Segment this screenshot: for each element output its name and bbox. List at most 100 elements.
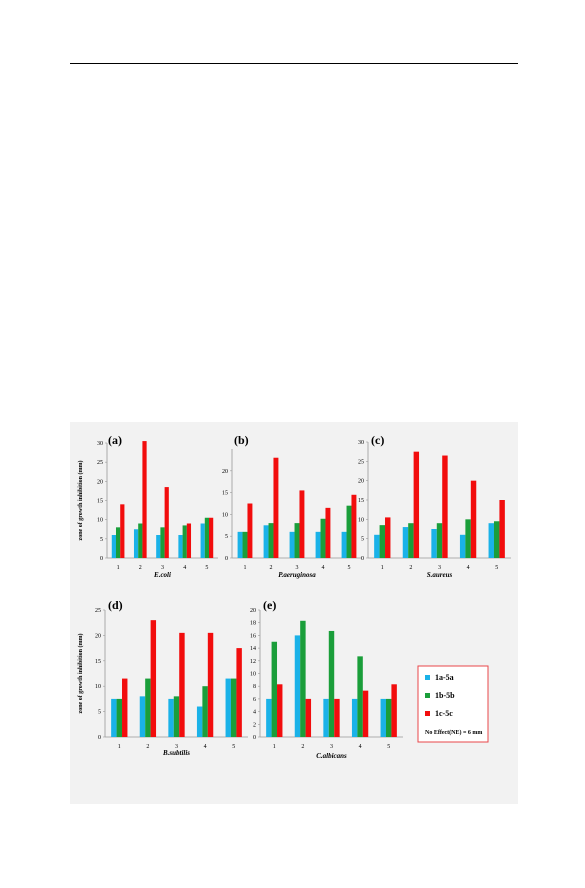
x-tick-label: 3 <box>161 565 164 571</box>
x-tick-label: 1 <box>244 565 247 571</box>
x-tick-label: 3 <box>438 565 441 571</box>
chart-panel-3: 0 5 10 15 20 25 30 1 2 3 4 5 (c) S.aureus <box>358 433 511 579</box>
chart-panel-4: 0 5 10 15 20 25 1 2 3 4 5 (d) B.subtilis zone of grow… <box>77 598 248 757</box>
bar-1b-5b-1 <box>115 527 121 558</box>
legend-label-s2: 1b-5b <box>435 691 455 700</box>
bar-1c-5c-5 <box>209 517 214 558</box>
x-tick-label: 1 <box>117 565 120 571</box>
x-tick-label: 1 <box>273 744 276 750</box>
x-tick-label: 4 <box>467 565 470 571</box>
y-tick-label: 0 <box>100 556 103 562</box>
bar-1b-5b-4 <box>320 518 326 558</box>
y-tick-label: 10 <box>97 518 103 524</box>
bar-1a-5a-5 <box>225 678 231 737</box>
bar-1a-5a-2 <box>263 525 269 558</box>
bar-1b-5b-2 <box>145 678 151 737</box>
x-tick-label: 4 <box>359 744 362 750</box>
bar-1a-5a-4 <box>351 698 358 737</box>
bar-1a-5a-4 <box>459 534 466 558</box>
bar-1a-5a-1 <box>237 531 243 558</box>
bar-1a-5a-4 <box>315 531 321 558</box>
bar-1b-5b-2 <box>268 523 274 558</box>
y-tick-label: 15 <box>358 498 364 504</box>
x-tick-label: 5 <box>495 565 498 571</box>
y-tick-label: 20 <box>97 479 103 485</box>
bar-1c-5c-2 <box>273 457 279 558</box>
bar-1c-5c-2 <box>413 451 420 558</box>
x-tick-label: 2 <box>270 565 273 571</box>
x-tick-label: 1 <box>381 565 384 571</box>
bar-1c-5c-4 <box>207 632 214 737</box>
header-rule <box>70 63 518 64</box>
bar-1b-5b-5 <box>204 517 210 558</box>
x-axis-label: E.coli <box>153 571 171 579</box>
bar-1a-5a-5 <box>200 523 205 558</box>
bar-1b-5b-3 <box>173 696 180 737</box>
x-tick-label: 2 <box>139 565 142 571</box>
bar-1a-5a-3 <box>156 535 161 558</box>
y-tick-label: 0 <box>361 556 364 562</box>
y-tick-label: 6 <box>253 697 256 703</box>
panel-label: (b) <box>234 433 249 447</box>
y-tick-label: 20 <box>250 608 256 614</box>
bar-1b-5b-4 <box>357 656 363 737</box>
x-axis-label: C.albicans <box>316 752 347 760</box>
y-tick-label: 15 <box>222 491 228 497</box>
bar-1a-5a-1 <box>111 535 116 558</box>
y-tick-label: 10 <box>95 684 101 690</box>
x-tick-label: 5 <box>232 744 235 750</box>
y-tick-label: 5 <box>225 534 228 540</box>
y-tick-label: 20 <box>222 469 228 475</box>
bar-1b-5b-4 <box>182 525 187 558</box>
bar-1c-5c-5 <box>351 494 357 558</box>
panel-label: (a) <box>108 433 122 447</box>
y-tick-label: 20 <box>358 479 364 485</box>
bar-1c-5c-1 <box>122 678 128 737</box>
y-tick-label: 14 <box>250 646 256 652</box>
bar-1c-5c-1 <box>247 503 253 558</box>
y-axis-label: zone of growth inhibition (mm) <box>77 461 84 541</box>
bar-1c-5c-3 <box>299 490 305 558</box>
panel-label: (e) <box>263 598 276 612</box>
bar-1b-5b-3 <box>160 527 165 558</box>
x-tick-label: 5 <box>348 565 351 571</box>
bar-1b-5b-3 <box>328 630 335 737</box>
bar-1a-5a-1 <box>111 698 117 737</box>
legend-label-s1: 1a-5a <box>435 673 454 682</box>
bar-1a-5a-3 <box>168 698 174 737</box>
y-tick-label: 5 <box>361 537 364 543</box>
bar-1b-5b-5 <box>230 678 237 737</box>
bar-1a-5a-5 <box>380 698 386 737</box>
y-tick-label: 30 <box>97 441 103 447</box>
x-tick-label: 5 <box>205 565 208 571</box>
bar-1c-5c-4 <box>325 507 331 558</box>
panel-label: (d) <box>108 598 123 612</box>
y-tick-label: 25 <box>95 608 101 614</box>
bar-1c-5c-5 <box>391 684 397 737</box>
y-tick-label: 0 <box>98 735 101 741</box>
bar-1a-5a-2 <box>294 635 301 737</box>
legend-label-s3: 1c-5c <box>435 709 453 718</box>
bar-1b-5b-1 <box>116 698 123 737</box>
x-tick-label: 3 <box>175 744 178 750</box>
y-tick-label: 10 <box>250 672 256 678</box>
legend-swatch-s3 <box>425 711 430 716</box>
bar-1b-5b-3 <box>294 523 300 558</box>
x-tick-label: 5 <box>387 744 390 750</box>
bar-1c-5c-3 <box>179 632 185 737</box>
bar-1a-5a-3 <box>323 698 329 737</box>
x-tick-label: 2 <box>409 565 412 571</box>
legend: 1a-5a 1b-5b 1c-5c No Effect(NE) = 6 mm <box>417 665 489 743</box>
bar-1c-5c-2 <box>150 620 157 737</box>
y-tick-label: 10 <box>358 517 364 523</box>
x-axis-label: P.aeruginosa <box>278 571 316 579</box>
y-tick-label: 16 <box>250 633 256 639</box>
chart-panel-2: 0 5 10 15 20 1 2 3 4 5 (b) P.aeruginosa <box>222 433 362 579</box>
bar-1b-5b-4 <box>202 686 208 737</box>
bar-1a-5a-2 <box>139 696 146 737</box>
bar-1b-5b-5 <box>493 521 500 558</box>
y-tick-label: 5 <box>100 537 103 543</box>
bar-1c-5c-5 <box>236 648 242 737</box>
bar-1a-5a-3 <box>431 529 437 558</box>
